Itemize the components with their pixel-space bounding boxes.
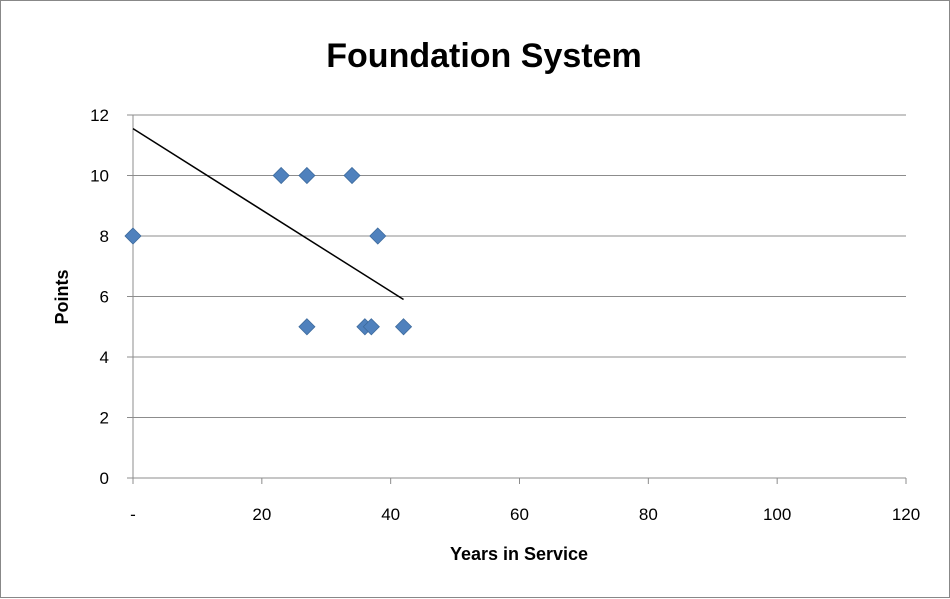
data-points [124, 166, 413, 336]
x-tick-label-4: 80 [639, 505, 658, 524]
x-tick-label-1: 20 [252, 505, 271, 524]
y-tick-label-3: 6 [100, 288, 109, 307]
data-point-0-2 [298, 166, 316, 185]
chart-title: Foundation System [326, 37, 641, 75]
data-point-0-5 [298, 318, 316, 336]
y-tick-label-6: 12 [90, 106, 109, 125]
x-tick-label-0: - [130, 505, 136, 524]
trendline-layer [132, 127, 404, 301]
data-point-0-1 [272, 166, 290, 185]
x-tick-label-3: 60 [510, 505, 529, 524]
x-axis-label: Years in Service [450, 544, 588, 564]
x-tick-label-5: 100 [763, 505, 791, 524]
y-tick-label-1: 2 [100, 409, 109, 428]
y-axis-label: Points [52, 269, 72, 324]
data-point-0-0 [124, 227, 142, 245]
gridlines [133, 114, 906, 418]
y-tick-label-0: 0 [100, 469, 109, 488]
axes [127, 114, 907, 484]
tick-labels: - 20 40 60 80 100 120 0 2 4 6 8 10 12 [90, 106, 920, 524]
data-point-0-4 [369, 227, 387, 245]
x-tick-label-2: 40 [381, 505, 400, 524]
data-point-0-8 [394, 318, 413, 336]
y-tick-label-2: 4 [100, 348, 109, 367]
y-tick-label-5: 10 [90, 167, 109, 186]
y-tick-label-4: 8 [100, 227, 109, 246]
x-tick-label-6: 120 [892, 505, 920, 524]
data-point-0-3 [343, 166, 361, 185]
data-point-0-7 [362, 318, 380, 336]
trendline [132, 127, 404, 301]
